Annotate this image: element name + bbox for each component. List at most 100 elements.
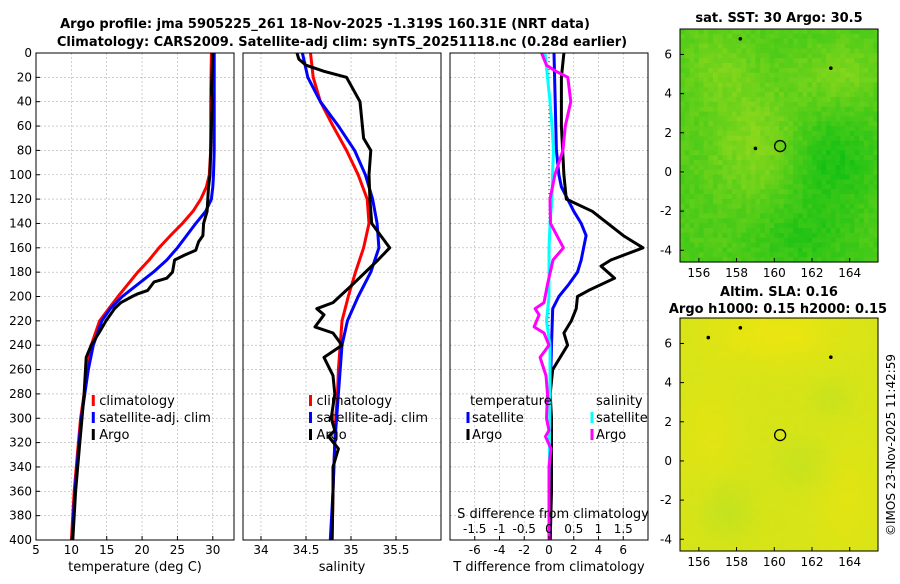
heatmap-cell (708, 351, 714, 358)
heatmap-cell (736, 531, 742, 538)
heatmap-cell (779, 58, 785, 64)
heatmap-cell (750, 208, 757, 215)
x-tick-label: 164 (838, 266, 861, 280)
heatmap-cell (689, 468, 695, 474)
heatmap-cell (821, 419, 827, 426)
heatmap-cell (684, 164, 691, 171)
heatmap-cell (859, 48, 865, 54)
heatmap-cell (826, 164, 832, 171)
heatmap-cell (859, 424, 865, 431)
heatmap-cell (764, 82, 771, 88)
heatmap-cell (845, 160, 851, 166)
heatmap-cell (769, 318, 775, 324)
heatmap-cell (689, 257, 695, 263)
heatmap-cell (703, 126, 709, 132)
heatmap-cell (783, 366, 790, 372)
heatmap-cell (746, 463, 752, 470)
heatmap-cell (774, 478, 780, 484)
heatmap-cell (750, 502, 757, 508)
heatmap-cell (788, 67, 794, 74)
heatmap-cell (840, 58, 846, 64)
heatmap-cell (713, 189, 719, 195)
heatmap-cell (797, 502, 804, 508)
heatmap-cell (797, 526, 804, 533)
heatmap-cell (736, 424, 742, 431)
heatmap-cell (746, 497, 752, 504)
heatmap-cell (774, 444, 780, 450)
heatmap-cell (840, 322, 846, 329)
heatmap-cell (731, 189, 738, 195)
heatmap-cell (680, 361, 686, 368)
heatmap-cell (868, 208, 874, 215)
heatmap-cell (713, 164, 719, 171)
heatmap-cell (840, 444, 846, 450)
heatmap-cell (863, 184, 870, 190)
heatmap-cell (755, 424, 761, 431)
heatmap-cell (713, 213, 719, 219)
heatmap-cell (816, 458, 823, 465)
heatmap-cell (783, 458, 790, 465)
heatmap-cell (689, 111, 695, 117)
island-mark (738, 36, 743, 41)
heatmap-cell (764, 517, 771, 523)
heatmap-cell (849, 400, 856, 406)
heatmap-cell (779, 337, 785, 343)
heatmap-cell (854, 381, 860, 387)
heatmap-cell (854, 410, 860, 416)
heatmap-cell (835, 218, 841, 224)
heatmap-cell (698, 121, 705, 127)
heatmap-cell (694, 33, 700, 40)
heatmap-cell (779, 198, 785, 205)
x-tick-label: -4 (494, 543, 506, 557)
heatmap-cell (812, 502, 818, 508)
heatmap-cell (840, 526, 846, 533)
x-tick-label: 15 (99, 543, 114, 557)
heatmap-cell (774, 424, 780, 431)
heatmap-cell (783, 449, 790, 455)
heatmap-cell (783, 169, 790, 176)
heatmap-cell (731, 247, 738, 253)
heatmap-cell (764, 327, 771, 334)
heatmap-cell (722, 179, 728, 185)
heatmap-cell (854, 473, 860, 479)
heatmap-cell (684, 483, 691, 489)
heatmap-cell (708, 130, 714, 137)
heatmap-cell (746, 351, 752, 358)
heatmap-cell (793, 526, 799, 533)
heatmap-cell (722, 218, 728, 224)
heatmap-cell (755, 463, 761, 470)
heatmap-cell (868, 322, 874, 329)
heatmap-cell (769, 502, 775, 508)
heatmap-cell (873, 194, 879, 200)
heatmap-cell (694, 87, 700, 93)
heatmap-cell (830, 169, 837, 176)
heatmap-cell (826, 58, 832, 64)
heatmap-cell (684, 126, 691, 132)
heatmap-cell (769, 203, 775, 210)
heatmap-cell (816, 72, 823, 79)
heatmap-cell (727, 434, 733, 440)
heatmap-cell (849, 526, 856, 533)
heatmap-cell (698, 366, 705, 372)
heatmap-cell (698, 381, 705, 387)
heatmap-cell (863, 87, 870, 93)
heatmap-cell (717, 356, 724, 363)
heatmap-cell (760, 546, 766, 552)
heatmap-cell (816, 439, 823, 445)
heatmap-cell (769, 410, 775, 416)
heatmap-cell (750, 62, 757, 69)
heatmap-cell (755, 77, 761, 83)
heatmap-cell (873, 203, 879, 210)
heatmap-cell (717, 72, 724, 79)
heatmap-cell (774, 184, 780, 190)
heatmap-cell (859, 521, 865, 528)
heatmap-cell (840, 541, 846, 547)
heatmap-cell (849, 327, 856, 334)
heatmap-cell (793, 252, 799, 258)
heatmap-cell (755, 203, 761, 210)
heatmap-cell (783, 145, 790, 151)
heatmap-cell (750, 43, 757, 50)
heatmap-cell (863, 395, 870, 402)
heatmap-cell (840, 351, 846, 358)
heatmap-cell (722, 160, 728, 166)
